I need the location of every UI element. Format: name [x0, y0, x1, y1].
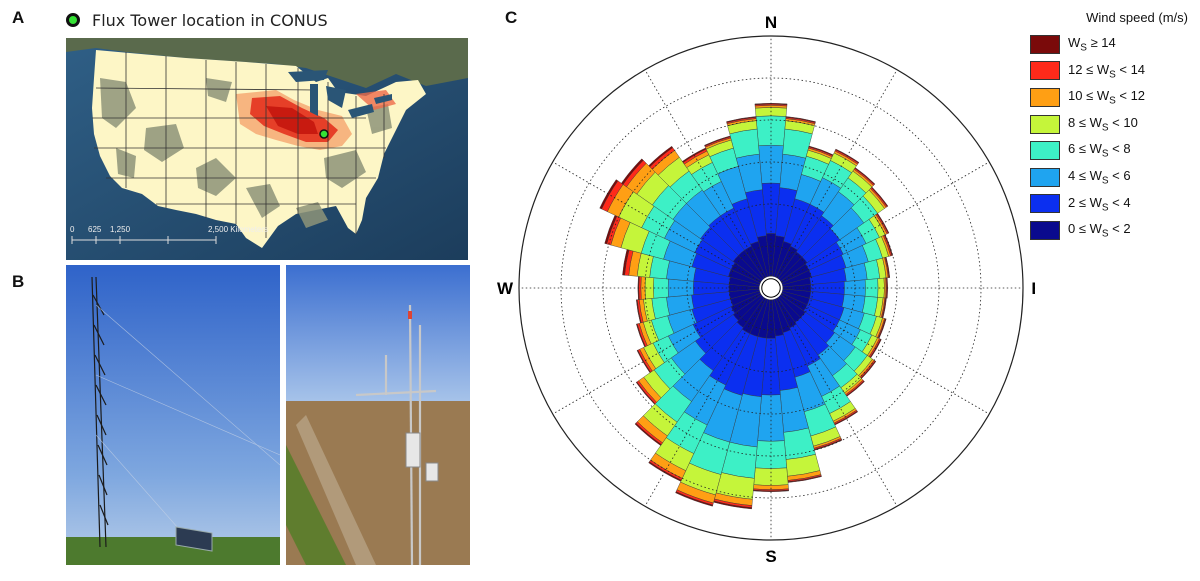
legend-swatch-ws_2_4: [1030, 194, 1060, 214]
direction-label-s: S: [765, 547, 776, 566]
wind-rose-center: [761, 278, 781, 298]
map-legend: Flux Tower location in CONUS: [66, 8, 328, 32]
tower-photo-right: [286, 265, 470, 565]
grid-spoke-30: [776, 69, 898, 279]
rose-bar-230-ws_ge_14: [635, 381, 656, 405]
legend-swatch-ws_ge_14: [1030, 34, 1060, 54]
grid-ring-5: [560, 77, 982, 499]
legend-item-ws_4_6: 4 ≤ WS < 6: [1030, 164, 1198, 191]
legend-rows: WS ≥ 14 12 ≤ WS < 14 10 ≤ WS < 12 8 ≤ WS < …: [1030, 31, 1198, 244]
grid-spoke-150: [776, 297, 898, 507]
tower-marker-icon: [66, 13, 80, 27]
scale-tick-1: 625: [88, 225, 102, 234]
legend-label-ws_8_10: 8 ≤ WS < 10: [1068, 114, 1138, 134]
rose-bar-210-ws_ge_14: [648, 461, 682, 482]
sensor-box: [425, 462, 439, 482]
rose-bar-180-ws_4_6: [757, 394, 785, 442]
legend-swatch-ws_8_10: [1030, 114, 1060, 134]
legend-item-ws_0_2: 0 ≤ WS < 2: [1030, 217, 1198, 244]
tower-location-marker: [319, 129, 329, 139]
legend-item-ws_10_12: 10 ≤ WS < 12: [1030, 84, 1198, 111]
grid-spoke-300: [552, 161, 762, 283]
rose-bar-320-ws_ge_14: [648, 145, 673, 168]
rose-bar-70-ws_ge_14: [884, 234, 893, 256]
legend-title: Wind speed (m/s): [1086, 10, 1188, 25]
logger-box: [405, 432, 421, 468]
map-state-lines: [92, 52, 386, 238]
tower-photo-left-svg: [66, 265, 280, 565]
tower-photo-right-svg: [286, 265, 470, 565]
grid-spoke-120: [780, 293, 990, 415]
map-scale-bar: 0 625 1,250 2,500 Kilometers: [70, 225, 268, 244]
grid-ring-3: [644, 161, 898, 415]
panel-label-a: A: [12, 8, 25, 27]
legend-label-ws_2_4: 2 ≤ WS < 4: [1068, 194, 1131, 214]
rose-bar-40-ws_ge_14: [854, 167, 876, 185]
legend-swatch-ws_10_12: [1030, 87, 1060, 107]
grid-spoke-240: [552, 293, 762, 415]
direction-label-e: E: [1031, 279, 1035, 298]
panel-label-b: B: [12, 272, 25, 291]
lattice-tower: [91, 276, 109, 548]
wind-rose-bars: [599, 102, 893, 510]
mast-flag: [408, 311, 412, 319]
map-svg: 0 625 1,250 2,500 Kilometers: [66, 38, 468, 260]
map-legend-label: Flux Tower location in CONUS: [92, 10, 328, 30]
legend-item-ws_12_14: 12 ≤ WS < 14: [1030, 58, 1198, 85]
guy-wires: [95, 304, 280, 538]
conus-map: 0 625 1,250 2,500 Kilometers: [66, 38, 468, 260]
grid-ring-1: [728, 245, 814, 331]
rose-bar-240-ws_ge_14: [636, 349, 651, 374]
legend-item-ws_8_10: 8 ≤ WS < 10: [1030, 111, 1198, 138]
rose-bar-350-ws_ge_14: [726, 116, 757, 123]
wind-rose-grid: [518, 35, 1024, 541]
legend-label-ws_6_8: 6 ≤ WS < 8: [1068, 141, 1131, 160]
panel-label-c: C: [505, 8, 518, 27]
legend-swatch-ws_0_2: [1030, 220, 1060, 240]
solar-panel: [175, 526, 213, 552]
legend-label-ws_ge_14: WS ≥ 14: [1068, 35, 1116, 54]
direction-label-w: W: [497, 279, 514, 298]
rose-bar-300-ws_ge_14: [599, 179, 619, 210]
legend-item-ws_2_4: 2 ≤ WS < 4: [1030, 191, 1198, 218]
rose-bar-260-ws_ge_14: [636, 299, 642, 324]
legend-swatch-ws_4_6: [1030, 167, 1060, 187]
rose-bar-250-ws_ge_14: [636, 323, 646, 348]
scale-tick-0: 0: [70, 225, 75, 234]
rose-bar-80-ws_ge_14: [885, 256, 891, 278]
wind-rose-chart: N E S W: [495, 0, 1043, 576]
rose-bar-220-ws_ge_14: [634, 422, 662, 446]
legend-label-ws_4_6: 4 ≤ WS < 6: [1068, 167, 1131, 187]
grid-spoke-60: [780, 161, 990, 283]
rose-bar-50-ws_ge_14: [871, 186, 889, 207]
wind-speed-legend: Wind speed (m/s) WS ≥ 14 12 ≤ WS < 14 10 ≤…: [1030, 10, 1198, 244]
legend-swatch-ws_12_14: [1030, 61, 1060, 81]
legend-label-ws_0_2: 0 ≤ WS < 2: [1068, 221, 1131, 240]
legend-label-ws_12_14: 12 ≤ WS < 14: [1068, 61, 1146, 81]
scale-tick-2: 1,250: [110, 225, 131, 234]
legend-item-ws_ge_14: WS ≥ 14: [1030, 31, 1198, 58]
direction-label-n: N: [765, 13, 777, 32]
grid-spoke-330: [644, 69, 766, 279]
legend-item-ws_6_8: 6 ≤ WS < 8: [1030, 137, 1198, 164]
tower-photo-left: [66, 265, 280, 565]
grid-spoke-210: [644, 297, 766, 507]
scale-tick-3: 2,500 Kilometers: [208, 225, 268, 234]
rose-bar-60-ws_ge_14: [876, 213, 890, 234]
map-great-lakes: [288, 70, 392, 118]
legend-label-ws_10_12: 10 ≤ WS < 12: [1068, 88, 1146, 107]
rose-bar-30-ws_ge_14: [835, 148, 860, 164]
rose-bar-310-ws_ge_14: [621, 158, 644, 185]
rose-bar-10-ws_ge_14: [785, 116, 816, 123]
rose-bar-200-ws_ge_14: [675, 491, 714, 507]
wind-rose-svg: N E S W: [497, 13, 1043, 566]
legend-swatch-ws_6_8: [1030, 141, 1060, 161]
